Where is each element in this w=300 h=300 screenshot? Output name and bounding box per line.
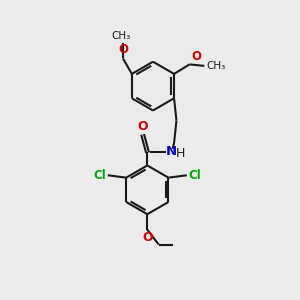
Text: O: O — [138, 120, 148, 133]
Text: O: O — [118, 44, 128, 56]
Text: N: N — [166, 145, 177, 158]
Text: O: O — [191, 50, 201, 63]
Text: CH₃: CH₃ — [206, 61, 225, 71]
Text: CH₃: CH₃ — [112, 31, 131, 41]
Text: Cl: Cl — [93, 169, 106, 182]
Text: Cl: Cl — [189, 169, 201, 182]
Text: O: O — [142, 231, 153, 244]
Text: H: H — [176, 147, 185, 160]
